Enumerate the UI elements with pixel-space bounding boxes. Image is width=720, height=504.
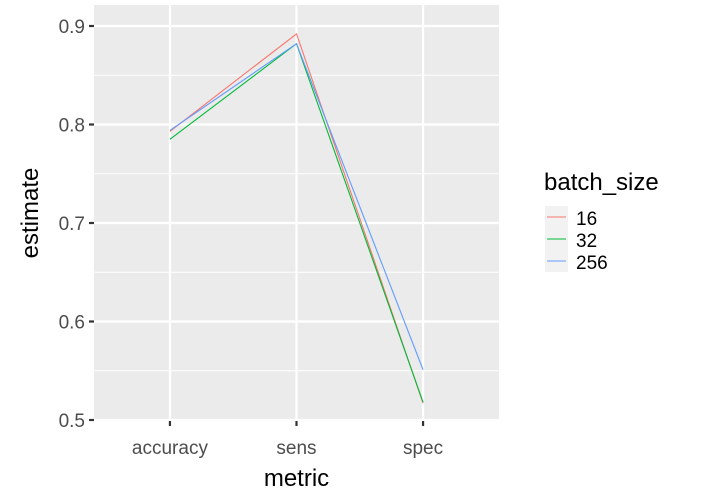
x-tick-label: sens — [276, 438, 316, 459]
legend-label-256: 256 — [576, 253, 608, 274]
y-tick-label: 0.9 — [59, 17, 85, 38]
x-tick-label: spec — [403, 438, 443, 459]
y-tick-label: 0.8 — [59, 116, 85, 137]
major-gridlines — [94, 5, 499, 422]
series-line-256 — [169, 42, 424, 370]
x-axis: accuracy sens spec — [132, 421, 443, 459]
series-lines — [169, 32, 424, 404]
y-axis-title: estimate — [17, 168, 44, 259]
legend-title: batch_size — [544, 169, 659, 196]
y-axis: 0.5 0.6 0.7 0.8 0.9 — [59, 17, 94, 432]
series-line-16 — [169, 32, 424, 404]
x-axis-title: metric — [264, 465, 329, 492]
x-tick-label: accuracy — [132, 438, 209, 459]
legend-label-16: 16 — [576, 209, 597, 230]
y-tick-label: 0.5 — [59, 411, 85, 432]
y-tick-label: 0.6 — [59, 313, 85, 334]
y-tick-label: 0.7 — [59, 214, 85, 235]
legend-label-32: 32 — [576, 231, 597, 252]
